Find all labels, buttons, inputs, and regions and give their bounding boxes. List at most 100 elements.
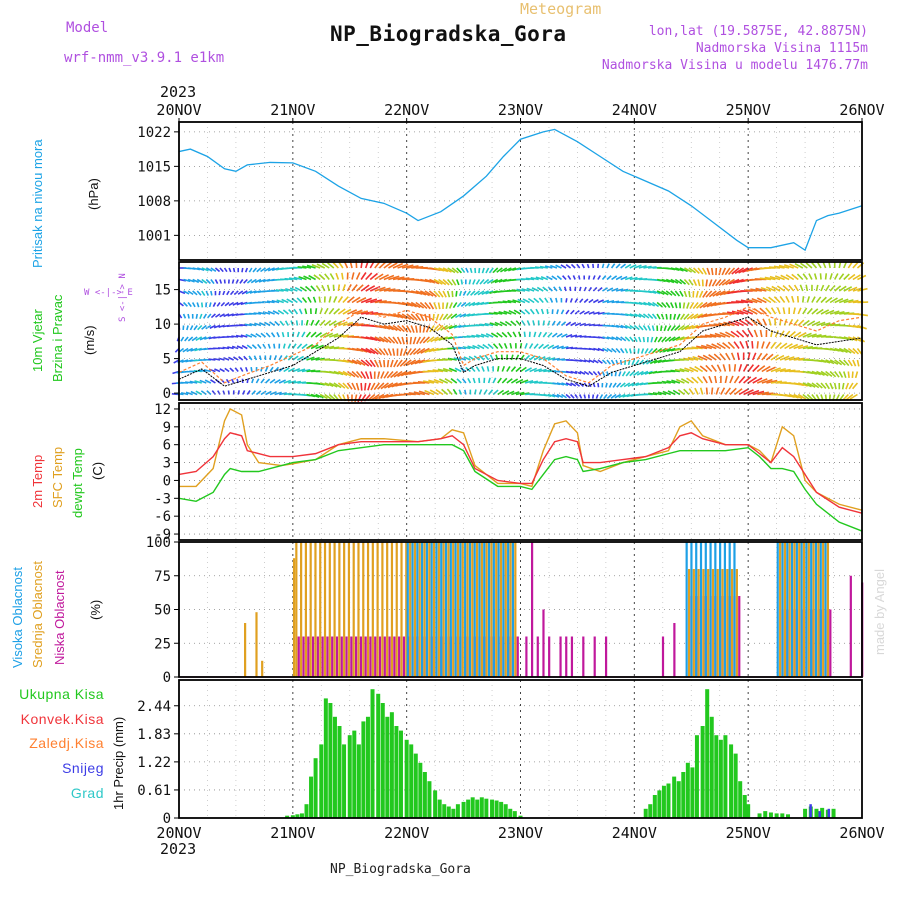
wind-arrow [499, 321, 508, 327]
wind-arrow [406, 301, 417, 308]
wind-arrow [624, 348, 629, 354]
wind-arrow [397, 370, 408, 378]
cloud-bar [406, 542, 409, 677]
snow-bar [827, 808, 831, 818]
cloud-bar [514, 542, 517, 677]
wind-arrow [337, 382, 346, 389]
wind-arrow [458, 346, 466, 350]
wind-arrow [820, 359, 831, 364]
wind-arrow [533, 355, 541, 361]
cloud-bar [449, 542, 452, 677]
wind-arrow [424, 290, 434, 297]
wind-arrow [592, 275, 596, 280]
wind-arrow [406, 348, 412, 356]
wind-arrow [588, 298, 594, 304]
wind-arrow [661, 290, 669, 296]
wind-arrow [657, 391, 667, 396]
cloud-bar [295, 542, 298, 677]
wind-arrow [650, 336, 654, 343]
wind-arrow [512, 299, 521, 304]
wind-arrow [668, 336, 676, 342]
cloud-bar [697, 569, 700, 677]
wind-arrow [788, 318, 794, 326]
wind-arrow [529, 308, 535, 315]
wind-arrow [324, 273, 330, 281]
wind-arrow [627, 382, 635, 387]
cloud-bar [326, 636, 329, 677]
wind-arrow [282, 343, 286, 349]
wind-arrow [319, 393, 328, 400]
wind-arrow [638, 265, 647, 269]
wind-arrow [606, 393, 613, 400]
wind-arrow [579, 359, 587, 363]
wind-arrow [740, 299, 753, 304]
cloud-bar [307, 636, 310, 677]
wind-arrow [500, 354, 504, 361]
wind-arrow [442, 290, 447, 298]
wind-arrow [761, 341, 765, 349]
wind-arrow [829, 347, 840, 352]
wind-arrow [403, 359, 412, 367]
wind-arrow [453, 324, 462, 329]
wind-arrow [374, 347, 383, 356]
wind-arrow [206, 390, 212, 396]
wind-arrow [412, 336, 417, 345]
cloud-bar [300, 542, 303, 677]
wind-arrow [847, 359, 853, 367]
wind-arrow [597, 275, 602, 280]
wind-arrow [488, 267, 494, 274]
wind-arrow [225, 378, 230, 384]
wind-arrow [549, 297, 554, 303]
wind-arrow [437, 302, 441, 310]
wind-arrow [235, 279, 239, 284]
wind-arrow [706, 344, 717, 350]
wind-arrow [738, 375, 746, 384]
precip-bar [757, 813, 762, 818]
wind-arrow [422, 325, 426, 333]
wind-arrow [552, 344, 560, 350]
wind-arrow [551, 320, 556, 326]
wind-arrow [347, 370, 356, 378]
cloud-bar [490, 542, 493, 677]
wind-arrow [187, 278, 195, 283]
wind-arrow [433, 278, 443, 285]
wind-arrow [447, 278, 454, 286]
wind-arrow [253, 312, 262, 315]
wind-arrow [180, 336, 185, 342]
cloud-bar [471, 542, 474, 677]
wind-arrow [186, 347, 194, 353]
wind-arrow [759, 329, 763, 338]
wind-arrow [798, 345, 809, 350]
wind-arrow [432, 369, 444, 373]
wind-arrow [592, 359, 599, 364]
cloud-bar [316, 636, 319, 677]
wind-arrow [551, 332, 558, 338]
lonlat-label: lon,lat (19.5875E, 42.8875N) [648, 24, 868, 39]
wind-arrow [838, 298, 849, 304]
precip-bar [803, 808, 808, 818]
wind-arrow [428, 313, 431, 322]
wind-arrow [464, 389, 467, 395]
wind-arrow [492, 343, 499, 350]
precip-bar [404, 739, 409, 818]
wind-arrow [380, 371, 385, 379]
wind-arrow [222, 290, 226, 296]
precip-bar [723, 735, 728, 818]
wind-arrow [619, 359, 623, 365]
wind-arrow [387, 336, 396, 344]
precip-bar [831, 808, 836, 818]
wind-arrow [695, 301, 704, 309]
wind-arrow [511, 391, 520, 396]
wind-arrow [805, 284, 809, 292]
wind-arrow [537, 331, 542, 338]
wind-arrow [483, 389, 488, 395]
wind-arrow [640, 348, 645, 354]
wind-arrow [747, 389, 760, 396]
wind-arrow [365, 347, 376, 355]
wind-arrow [726, 311, 740, 315]
wind-arrow [298, 308, 303, 315]
wind-arrow [524, 354, 531, 361]
cloud-bar [378, 636, 382, 677]
wind-arrow [410, 325, 415, 333]
precip-bar [661, 785, 666, 818]
